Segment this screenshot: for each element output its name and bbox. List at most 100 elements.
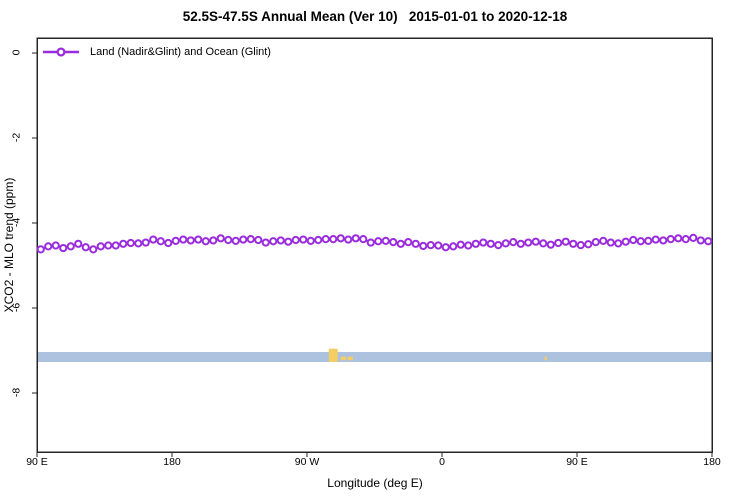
data-point-marker bbox=[674, 234, 683, 243]
data-point-marker bbox=[344, 235, 353, 244]
data-point-marker bbox=[531, 237, 540, 246]
data-point-marker bbox=[681, 235, 690, 244]
data-point-marker bbox=[59, 243, 68, 253]
data-point-marker bbox=[366, 238, 375, 247]
data-point-marker bbox=[381, 236, 390, 245]
data-point-marker bbox=[336, 234, 345, 243]
data-point-marker bbox=[194, 235, 203, 244]
data-point-marker bbox=[696, 236, 705, 245]
x-tick-label: 90 E bbox=[566, 456, 588, 468]
data-point-marker bbox=[614, 239, 623, 248]
x-tick-label: 90 E bbox=[26, 456, 48, 468]
data-point-marker bbox=[689, 233, 698, 242]
data-point-marker bbox=[516, 239, 525, 248]
data-point-marker bbox=[456, 240, 465, 249]
data-point-marker bbox=[261, 238, 270, 247]
data-point-marker bbox=[299, 235, 308, 244]
x-axis-title: Longitude (deg E) bbox=[327, 476, 423, 490]
data-point-marker bbox=[479, 238, 488, 247]
data-point-marker bbox=[486, 239, 495, 248]
data-point-marker bbox=[96, 242, 105, 251]
data-point-marker bbox=[441, 243, 450, 252]
data-point-marker bbox=[141, 238, 150, 247]
data-point-marker bbox=[224, 235, 233, 245]
legend: Land (Nadir&Glint) and Ocean (Glint) bbox=[41, 45, 271, 59]
y-tick-label: 0 bbox=[10, 49, 23, 56]
data-point-marker bbox=[659, 236, 668, 245]
legend-marker-icon bbox=[43, 47, 79, 57]
y-tick-label: -8 bbox=[10, 387, 23, 398]
data-point-marker bbox=[66, 242, 75, 251]
data-point-marker bbox=[554, 238, 563, 248]
data-point-marker bbox=[576, 241, 585, 250]
data-point-marker bbox=[89, 245, 98, 254]
data-point-marker bbox=[149, 235, 158, 244]
data-point-marker bbox=[449, 242, 458, 251]
data-point-marker bbox=[404, 238, 413, 247]
land-surface-patch bbox=[347, 356, 353, 361]
data-point-marker bbox=[291, 235, 300, 245]
data-point-marker bbox=[269, 237, 278, 246]
data-point-marker bbox=[396, 239, 405, 248]
data-point-marker bbox=[621, 237, 630, 246]
x-tick-label: 90 W bbox=[294, 456, 320, 468]
data-point-marker bbox=[74, 239, 83, 248]
data-point-marker bbox=[156, 237, 165, 246]
data-point-marker bbox=[134, 239, 143, 248]
legend-label: Land (Nadir&Glint) and Ocean (Glint) bbox=[90, 46, 271, 58]
data-point-marker bbox=[599, 236, 608, 245]
data-point-marker bbox=[509, 238, 518, 247]
data-point-marker bbox=[471, 239, 480, 248]
data-point-marker bbox=[359, 235, 368, 244]
data-point-marker bbox=[606, 238, 615, 247]
data-point-marker bbox=[561, 237, 570, 246]
data-point-marker bbox=[636, 237, 645, 246]
x-tick-label: 180 bbox=[703, 456, 721, 468]
data-point-marker bbox=[389, 238, 398, 247]
data-point-marker bbox=[126, 238, 135, 248]
land-surface-patch bbox=[328, 348, 338, 362]
data-point-marker bbox=[546, 240, 555, 249]
data-point-marker bbox=[209, 236, 218, 245]
data-point-marker bbox=[501, 239, 510, 248]
data-point-marker bbox=[306, 236, 315, 245]
x-tick-label: 180 bbox=[163, 456, 181, 468]
data-point-marker bbox=[51, 241, 60, 250]
data-point-marker bbox=[666, 235, 675, 244]
data-point-marker bbox=[104, 241, 113, 250]
data-point-marker bbox=[284, 237, 293, 246]
data-point-marker bbox=[569, 239, 578, 248]
data-point-marker bbox=[216, 234, 225, 243]
chart-title: 52.5S-47.5S Annual Mean (Ver 10) 2015-01… bbox=[182, 9, 568, 24]
data-point-marker bbox=[36, 245, 45, 254]
y-tick-label: -4 bbox=[10, 217, 23, 228]
data-point-marker bbox=[111, 241, 120, 250]
data-point-marker bbox=[524, 238, 533, 247]
data-point-marker bbox=[374, 237, 383, 246]
data-point-marker bbox=[44, 242, 53, 251]
data-point-marker bbox=[239, 235, 248, 244]
y-tick-label: -6 bbox=[10, 302, 23, 313]
data-point-marker bbox=[276, 236, 285, 245]
ocean-surface-band bbox=[37, 352, 712, 362]
data-point-marker bbox=[539, 239, 548, 248]
data-point-marker bbox=[426, 241, 435, 250]
data-point-marker bbox=[434, 241, 443, 250]
data-point-marker bbox=[246, 235, 255, 244]
data-point-marker bbox=[464, 241, 473, 250]
data-point-marker bbox=[329, 235, 338, 244]
land-surface-patch bbox=[544, 356, 547, 361]
data-point-marker bbox=[411, 239, 420, 248]
data-point-marker bbox=[314, 235, 323, 245]
data-point-marker bbox=[164, 238, 173, 248]
x-tick-label: 0 bbox=[439, 456, 445, 468]
data-point-marker bbox=[584, 240, 593, 249]
y-tick-label: -2 bbox=[10, 132, 23, 143]
data-point-marker bbox=[321, 235, 330, 244]
data-point-marker bbox=[201, 237, 210, 246]
data-point-marker bbox=[186, 236, 195, 245]
data-point-marker bbox=[651, 235, 660, 244]
data-point-marker bbox=[351, 234, 360, 243]
